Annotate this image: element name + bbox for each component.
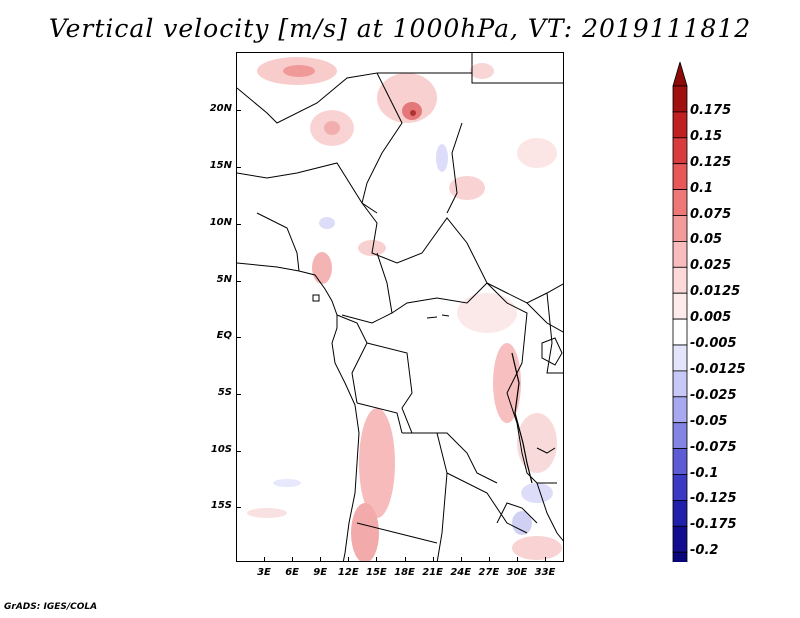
lon-label: 27E xyxy=(478,567,500,578)
colorbar-segment xyxy=(672,215,688,242)
colorbar-label: -0.075 xyxy=(690,439,737,455)
lat-tick xyxy=(236,167,241,168)
colorbar-top-arrow xyxy=(672,60,688,87)
lat-tick xyxy=(236,281,241,282)
colorbar-segment xyxy=(672,163,688,190)
colorbar xyxy=(670,60,690,600)
colorbar-graphic xyxy=(672,60,688,600)
lon-tick xyxy=(545,557,546,562)
colorbar-segment xyxy=(672,499,688,527)
colorbar-segment xyxy=(672,292,688,320)
colorbar-label: -0.175 xyxy=(690,517,737,533)
lat-tick xyxy=(236,507,241,508)
velocity-field-patches xyxy=(247,57,562,561)
colorbar-label: -0.2 xyxy=(690,543,719,559)
lon-label: 9E xyxy=(313,567,328,578)
colorbar-label: 0.005 xyxy=(690,310,732,326)
colorbar-label: 0.0125 xyxy=(690,284,741,300)
colorbar-segment xyxy=(672,422,688,450)
lon-label: 6E xyxy=(285,567,299,578)
lat-tick xyxy=(236,394,241,395)
colorbar-label: -0.005 xyxy=(690,336,737,351)
lon-tick xyxy=(432,557,434,562)
colorbar-segment xyxy=(672,474,688,501)
colorbar-label: 0.075 xyxy=(690,206,732,222)
lon-label: 18E xyxy=(394,567,415,578)
lon-label: 30E xyxy=(506,567,528,578)
colorbar-segment xyxy=(672,525,688,553)
map-plot xyxy=(236,52,564,562)
country-borders xyxy=(237,53,563,561)
lat-label: 15S xyxy=(210,500,232,511)
lat-tick xyxy=(236,451,241,452)
colorbar-label: -0.05 xyxy=(690,413,728,429)
colorbar-label: -0.1 xyxy=(690,465,719,481)
lon-label: 24E xyxy=(450,567,472,578)
lon-tick xyxy=(404,557,406,562)
lon-label: 15E xyxy=(366,567,387,578)
lat-label: 10N xyxy=(209,217,232,228)
colorbar-segment xyxy=(672,396,688,424)
lon-tick xyxy=(516,557,518,562)
colorbar-segment xyxy=(672,111,688,139)
lat-label: 5S xyxy=(217,387,232,398)
colorbar-segment xyxy=(672,240,688,268)
colorbar-segment xyxy=(672,266,688,294)
colorbar-segment xyxy=(672,137,688,165)
lon-tick xyxy=(264,557,265,562)
colorbar-label: 0.175 xyxy=(690,102,732,118)
colorbar-segment xyxy=(672,318,688,346)
lon-tick xyxy=(348,557,350,562)
colorbar-label: 0.1 xyxy=(690,180,714,196)
lon-label: 21E xyxy=(422,567,443,578)
colorbar-label: -0.025 xyxy=(690,387,737,403)
colorbar-segment xyxy=(672,370,688,398)
lon-tick xyxy=(292,557,294,562)
lat-tick xyxy=(236,224,241,225)
lat-label: 5N xyxy=(216,274,232,285)
colorbar-segment xyxy=(672,551,688,579)
colorbar-label: 0.15 xyxy=(690,128,723,144)
lat-label: 20N xyxy=(209,103,232,114)
lon-tick xyxy=(376,557,378,562)
lat-label: 15N xyxy=(209,160,232,171)
colorbar-label: 0.125 xyxy=(690,154,732,170)
map-title: Vertical velocity [m/s] at 1000hPa, VT: … xyxy=(48,14,752,43)
lon-tick xyxy=(460,557,462,562)
lat-label: EQ xyxy=(216,330,232,341)
lat-label: 10S xyxy=(210,444,232,455)
colorbar-label: 0.025 xyxy=(690,258,732,274)
velocity-field-map xyxy=(237,53,563,561)
lat-tick xyxy=(236,110,241,111)
grads-credit: GrADS: IGES/COLA xyxy=(4,602,98,612)
lon-tick xyxy=(320,557,322,562)
colorbar-label: -0.125 xyxy=(690,491,737,507)
colorbar-segment xyxy=(672,189,688,216)
colorbar-segment xyxy=(672,448,688,475)
lon-label: 12E xyxy=(337,567,359,578)
colorbar-label: -0.0125 xyxy=(690,361,746,377)
colorbar-segment xyxy=(672,344,688,372)
colorbar-label: 0.05 xyxy=(690,232,723,248)
lon-label: 33E xyxy=(534,567,556,578)
lat-tick xyxy=(236,337,241,338)
lon-tick xyxy=(488,557,490,562)
lon-label: 3E xyxy=(257,567,271,578)
colorbar-segment xyxy=(672,85,688,113)
